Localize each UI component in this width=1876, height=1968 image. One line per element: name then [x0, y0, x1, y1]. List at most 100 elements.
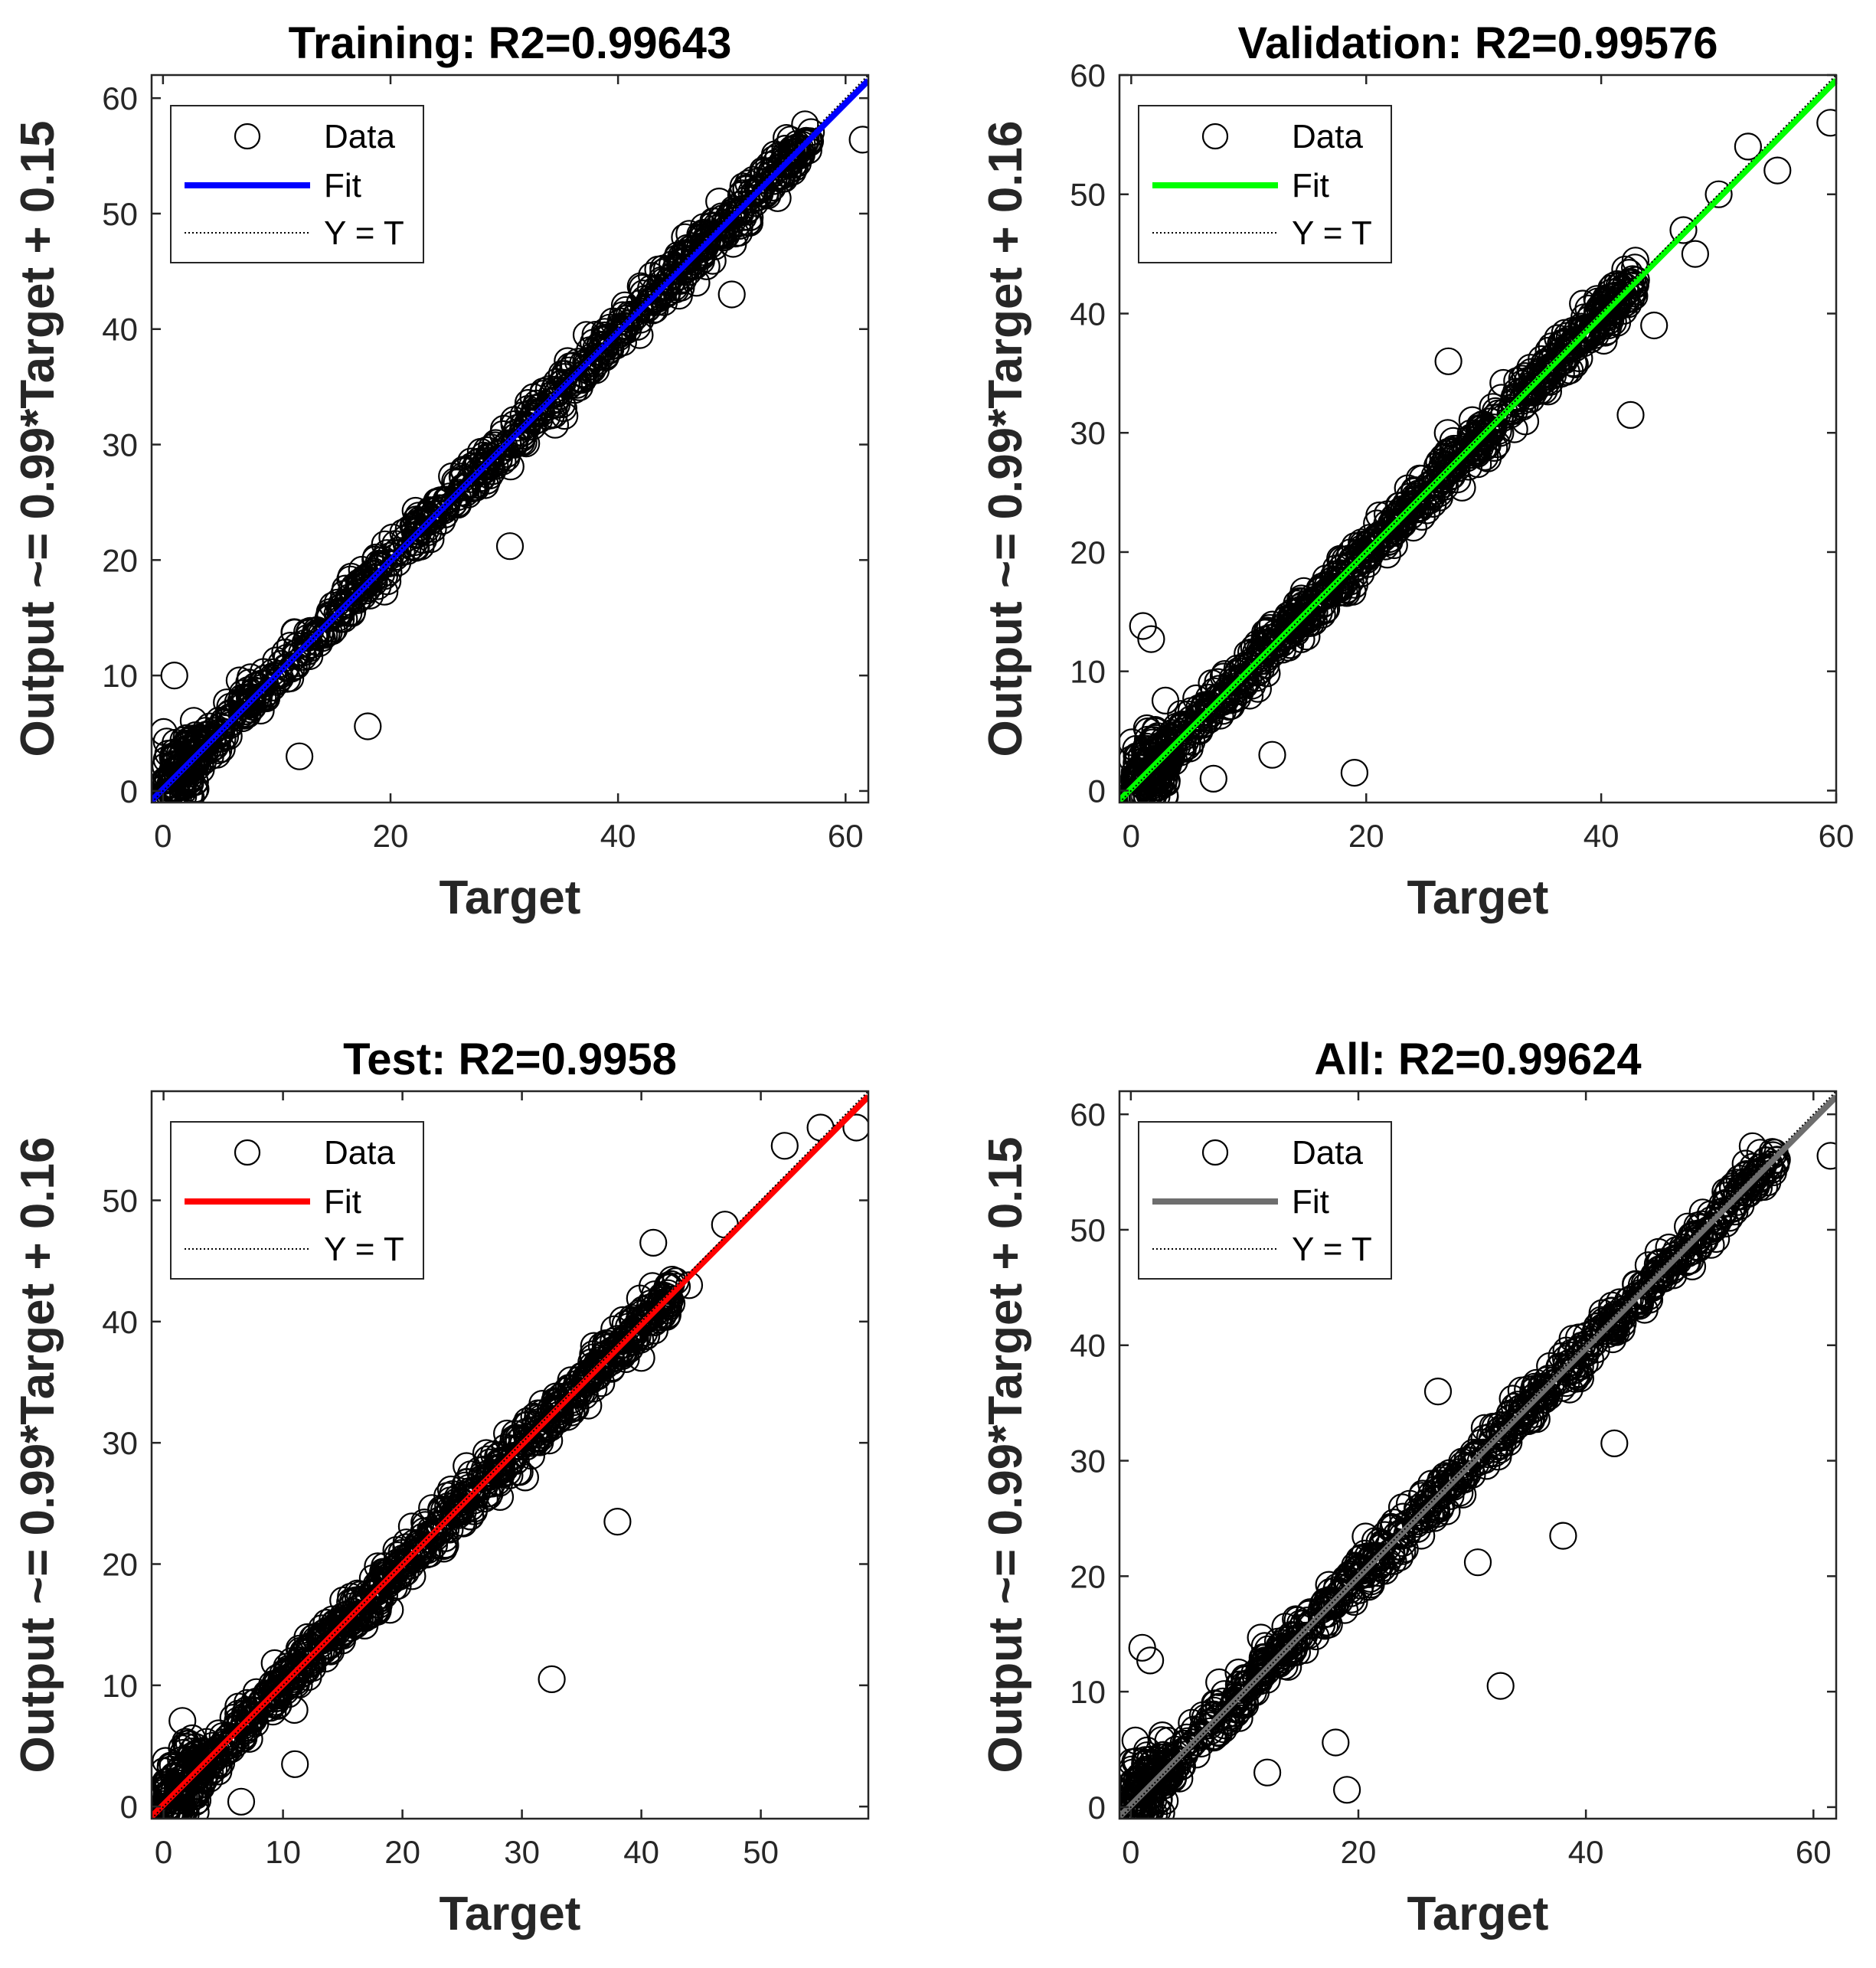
data-point [1588, 295, 1616, 323]
x-tick-label: 60 [828, 818, 864, 854]
data-point [343, 578, 371, 606]
x-tick-label: 30 [504, 1834, 540, 1870]
data-point-outlier [1423, 1377, 1453, 1406]
data-point [162, 740, 191, 769]
x-tick-label: 20 [384, 1834, 420, 1870]
data-point [401, 496, 430, 525]
data-point [1472, 414, 1501, 442]
data-point [288, 639, 316, 667]
legend-entry-label: Fit [324, 1183, 361, 1221]
plot-content [1119, 75, 1836, 803]
x-axis-label: Target [440, 1888, 581, 1940]
plot-title: Training: R2=0.99643 [289, 18, 732, 68]
data-point-outlier [603, 1507, 632, 1536]
y-tick-label: 40 [102, 1304, 138, 1340]
data-point [1531, 360, 1559, 388]
data-point [447, 1509, 476, 1537]
data-point [392, 530, 420, 558]
data-point [1325, 544, 1355, 573]
data-point [521, 394, 549, 422]
data-point [1441, 1463, 1469, 1492]
data-point [610, 312, 639, 341]
data-point [421, 496, 449, 525]
x-axis-label: Target [1407, 1888, 1549, 1940]
y-tick-label: 30 [102, 1425, 138, 1461]
data-point [705, 220, 734, 248]
data-point [590, 324, 618, 353]
scatter-panel-2: 0 20 40 60 0 10 20 30 40 50 60 Validation: R2=0.995… [979, 18, 1854, 924]
data-point [579, 1340, 607, 1368]
data-point [1407, 1502, 1436, 1531]
data-point [315, 1632, 343, 1660]
data-point [755, 161, 784, 189]
data-point [619, 304, 649, 332]
data-point [1574, 312, 1603, 342]
data-point-outlier [1258, 740, 1286, 769]
data-point-outlier [1763, 156, 1792, 185]
y-tick-label: 30 [102, 427, 138, 463]
legend-entry-label: Data [324, 118, 395, 155]
data-point [1348, 545, 1377, 574]
legend-entry-label: Data [1292, 118, 1363, 155]
data-point [1611, 273, 1639, 301]
legend-entry-label: Y = T [1292, 1231, 1372, 1268]
data-point [467, 464, 495, 492]
x-tick-label: 0 [155, 1834, 172, 1870]
data-point [310, 621, 338, 649]
x-tick-label: 50 [743, 1834, 779, 1870]
data-point [606, 315, 634, 343]
data-point [770, 144, 799, 172]
data-point-outlier [538, 1665, 566, 1693]
y-tick-label: 50 [102, 196, 138, 232]
data-point [626, 289, 654, 318]
y-axis-label: Output ~= 0.99*Target + 0.15 [979, 1136, 1032, 1773]
data-point [473, 1466, 502, 1495]
x-tick-label: 20 [1341, 1834, 1377, 1870]
data-point-outlier [1734, 132, 1762, 161]
data-point [1251, 644, 1280, 672]
data-point [187, 1773, 215, 1802]
y-tick-label: 0 [120, 773, 138, 809]
data-point-outlier [281, 1750, 309, 1778]
data-point [1487, 1414, 1515, 1443]
data-point [1695, 1215, 1723, 1244]
data-point [1293, 1607, 1322, 1635]
data-point [156, 1777, 185, 1806]
data-point [169, 726, 198, 754]
data-point [261, 662, 289, 691]
data-point [650, 276, 678, 306]
y-tick-label: 60 [1070, 1097, 1106, 1133]
data-point [183, 1787, 212, 1815]
data-point-outlier [1640, 1262, 1668, 1290]
data-point [352, 1584, 381, 1612]
data-point [306, 619, 334, 647]
y-tick-label: 10 [102, 658, 138, 694]
data-point [788, 130, 816, 159]
data-point [630, 1303, 659, 1332]
data-point [1544, 349, 1574, 378]
data-point [644, 255, 672, 283]
y-tick-label: 50 [1070, 1212, 1106, 1248]
data-point [1545, 342, 1574, 370]
data-point [653, 1283, 681, 1311]
data-point [1731, 1149, 1760, 1178]
data-point [1268, 629, 1296, 658]
data-point [1452, 433, 1481, 461]
data-point [1400, 492, 1428, 521]
fit-line [1119, 78, 1836, 803]
data-point [385, 1551, 413, 1579]
data-point [1675, 1238, 1703, 1267]
plot-content [1119, 1091, 1836, 1819]
data-point [1740, 1165, 1769, 1193]
data-point [1139, 1765, 1168, 1793]
data-point [1499, 1384, 1527, 1413]
legend: Data Fit Y = T [1138, 1121, 1392, 1280]
axes-box [150, 74, 870, 804]
y-tick-label: 20 [102, 542, 138, 578]
x-tick-label: 20 [373, 818, 409, 854]
data-point [277, 655, 306, 683]
data-point-outlier [286, 742, 314, 770]
y-tick-label: 10 [1070, 1674, 1106, 1710]
data-point [403, 1535, 431, 1563]
